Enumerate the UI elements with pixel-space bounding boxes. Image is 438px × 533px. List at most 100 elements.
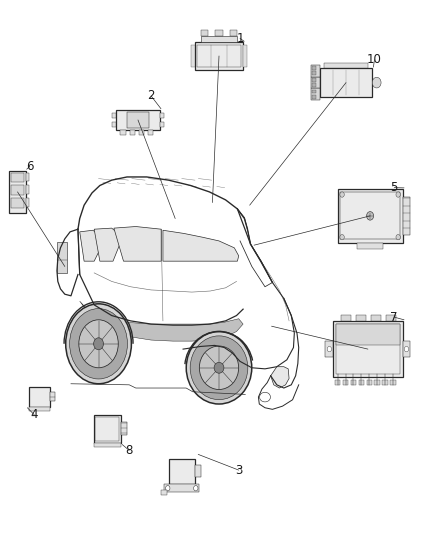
Bar — [112, 113, 116, 118]
Text: 8: 8 — [126, 444, 133, 457]
Bar — [201, 36, 237, 42]
Text: 10: 10 — [367, 53, 382, 66]
Bar — [164, 484, 199, 492]
Bar — [191, 45, 195, 67]
Bar — [325, 341, 333, 357]
Bar — [94, 415, 121, 443]
Ellipse shape — [214, 362, 224, 373]
Bar — [336, 324, 400, 345]
Bar — [94, 443, 121, 447]
Bar — [357, 243, 383, 249]
Circle shape — [327, 346, 332, 352]
Circle shape — [94, 338, 103, 350]
Polygon shape — [94, 228, 123, 261]
Bar — [312, 90, 316, 93]
Bar — [29, 387, 50, 407]
Circle shape — [367, 212, 374, 220]
Bar — [230, 30, 237, 36]
Polygon shape — [114, 227, 161, 261]
Bar — [340, 192, 400, 239]
Circle shape — [166, 486, 170, 491]
Bar — [139, 130, 144, 135]
Circle shape — [340, 192, 344, 197]
Text: 4: 4 — [30, 408, 38, 421]
Ellipse shape — [186, 332, 252, 404]
Bar — [351, 381, 356, 385]
Text: 3: 3 — [235, 464, 242, 477]
Bar — [312, 71, 316, 75]
Bar — [130, 130, 135, 135]
Bar — [403, 341, 410, 357]
Bar — [371, 314, 381, 321]
Bar — [338, 189, 403, 243]
Bar — [312, 83, 316, 87]
Bar — [215, 30, 223, 36]
Bar — [11, 185, 24, 195]
Bar — [335, 381, 340, 385]
Bar — [169, 459, 195, 484]
Circle shape — [79, 320, 118, 368]
Circle shape — [66, 304, 131, 384]
Bar — [312, 66, 316, 70]
Bar — [112, 122, 116, 127]
Bar — [201, 30, 208, 36]
Bar — [312, 78, 316, 82]
Bar — [50, 392, 55, 401]
Bar — [161, 490, 167, 495]
Circle shape — [340, 235, 344, 240]
Text: 5: 5 — [391, 181, 398, 194]
Circle shape — [404, 346, 409, 352]
Bar — [324, 63, 368, 68]
Bar — [311, 77, 320, 88]
Circle shape — [396, 192, 400, 197]
Bar — [341, 314, 351, 321]
Bar — [195, 42, 243, 70]
Bar — [120, 130, 126, 135]
Bar — [320, 68, 372, 97]
Bar — [359, 381, 364, 385]
Polygon shape — [271, 367, 289, 388]
Bar — [121, 422, 127, 435]
Circle shape — [372, 77, 381, 88]
Polygon shape — [80, 230, 105, 261]
Bar — [160, 122, 164, 127]
Text: 2: 2 — [147, 90, 155, 102]
Circle shape — [70, 309, 127, 379]
Text: 7: 7 — [390, 311, 398, 324]
Bar — [243, 45, 247, 67]
Bar — [11, 198, 24, 208]
Bar — [160, 113, 164, 118]
Bar — [95, 417, 119, 441]
Text: 1: 1 — [236, 32, 244, 45]
Bar — [356, 314, 366, 321]
Bar — [311, 65, 320, 77]
Bar — [382, 381, 388, 385]
Bar — [386, 314, 396, 321]
Bar — [311, 88, 320, 100]
Bar — [57, 242, 67, 273]
Bar — [367, 381, 372, 385]
Bar — [197, 45, 241, 67]
Bar — [26, 185, 29, 194]
Bar — [312, 95, 316, 99]
Bar — [116, 110, 160, 130]
Bar — [127, 112, 149, 128]
Bar — [195, 465, 201, 477]
Bar — [29, 407, 50, 411]
Bar — [26, 173, 29, 181]
Polygon shape — [163, 230, 239, 261]
Ellipse shape — [199, 346, 239, 390]
Polygon shape — [80, 301, 243, 341]
Bar — [374, 381, 380, 385]
Bar — [9, 171, 26, 213]
Text: 6: 6 — [26, 160, 34, 173]
Ellipse shape — [190, 336, 248, 400]
Bar — [390, 381, 396, 385]
Circle shape — [396, 235, 400, 240]
Circle shape — [194, 486, 198, 491]
Bar — [333, 321, 403, 377]
Bar — [336, 324, 400, 374]
Bar — [148, 130, 153, 135]
Bar — [403, 197, 410, 235]
Bar — [26, 198, 29, 207]
